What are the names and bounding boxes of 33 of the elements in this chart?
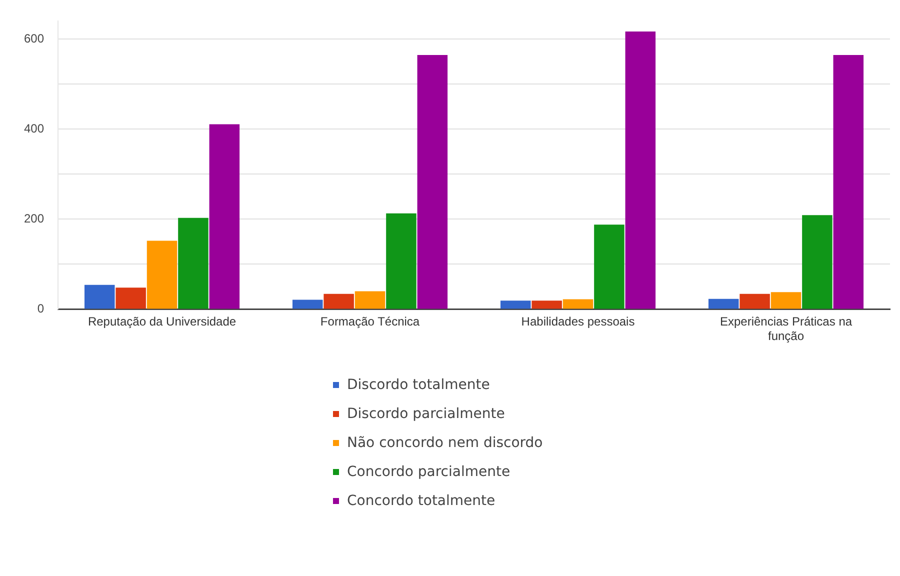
bar	[417, 54, 448, 309]
bar	[562, 299, 594, 309]
bar	[84, 284, 115, 309]
x-tick-label: Experiências Práticas na função	[720, 314, 852, 344]
bar	[209, 124, 240, 309]
bar	[708, 298, 739, 309]
bar	[146, 240, 178, 309]
bar	[178, 218, 208, 309]
bar	[116, 288, 146, 309]
legend-label: Discordo totalmente	[347, 376, 490, 392]
bar	[354, 291, 386, 309]
bar	[740, 294, 770, 309]
legend-label: Não concordo nem discordo	[347, 434, 543, 450]
bar	[625, 32, 656, 309]
bar	[532, 300, 562, 309]
legend-label: Concordo parcialmente	[347, 464, 510, 480]
y-tick-label: 0	[37, 302, 44, 316]
x-tick-label: Formação Técnica	[320, 314, 420, 329]
bar	[833, 54, 864, 309]
bar	[594, 224, 624, 309]
y-tick-label: 200	[24, 212, 44, 226]
bar	[324, 294, 354, 309]
bar	[386, 213, 416, 309]
y-tick-label: 400	[24, 122, 44, 136]
bar	[292, 300, 323, 309]
y-tick-label: 600	[24, 32, 44, 46]
bar	[500, 300, 531, 309]
legend-label: Concordo totalmente	[347, 492, 496, 508]
x-tick-label: Habilidades pessoais	[521, 314, 635, 329]
bar	[770, 292, 802, 309]
bar	[802, 215, 832, 309]
legend-label: Discordo parcialmente	[347, 406, 505, 422]
x-tick-label: Reputação da Universidade	[88, 314, 236, 329]
